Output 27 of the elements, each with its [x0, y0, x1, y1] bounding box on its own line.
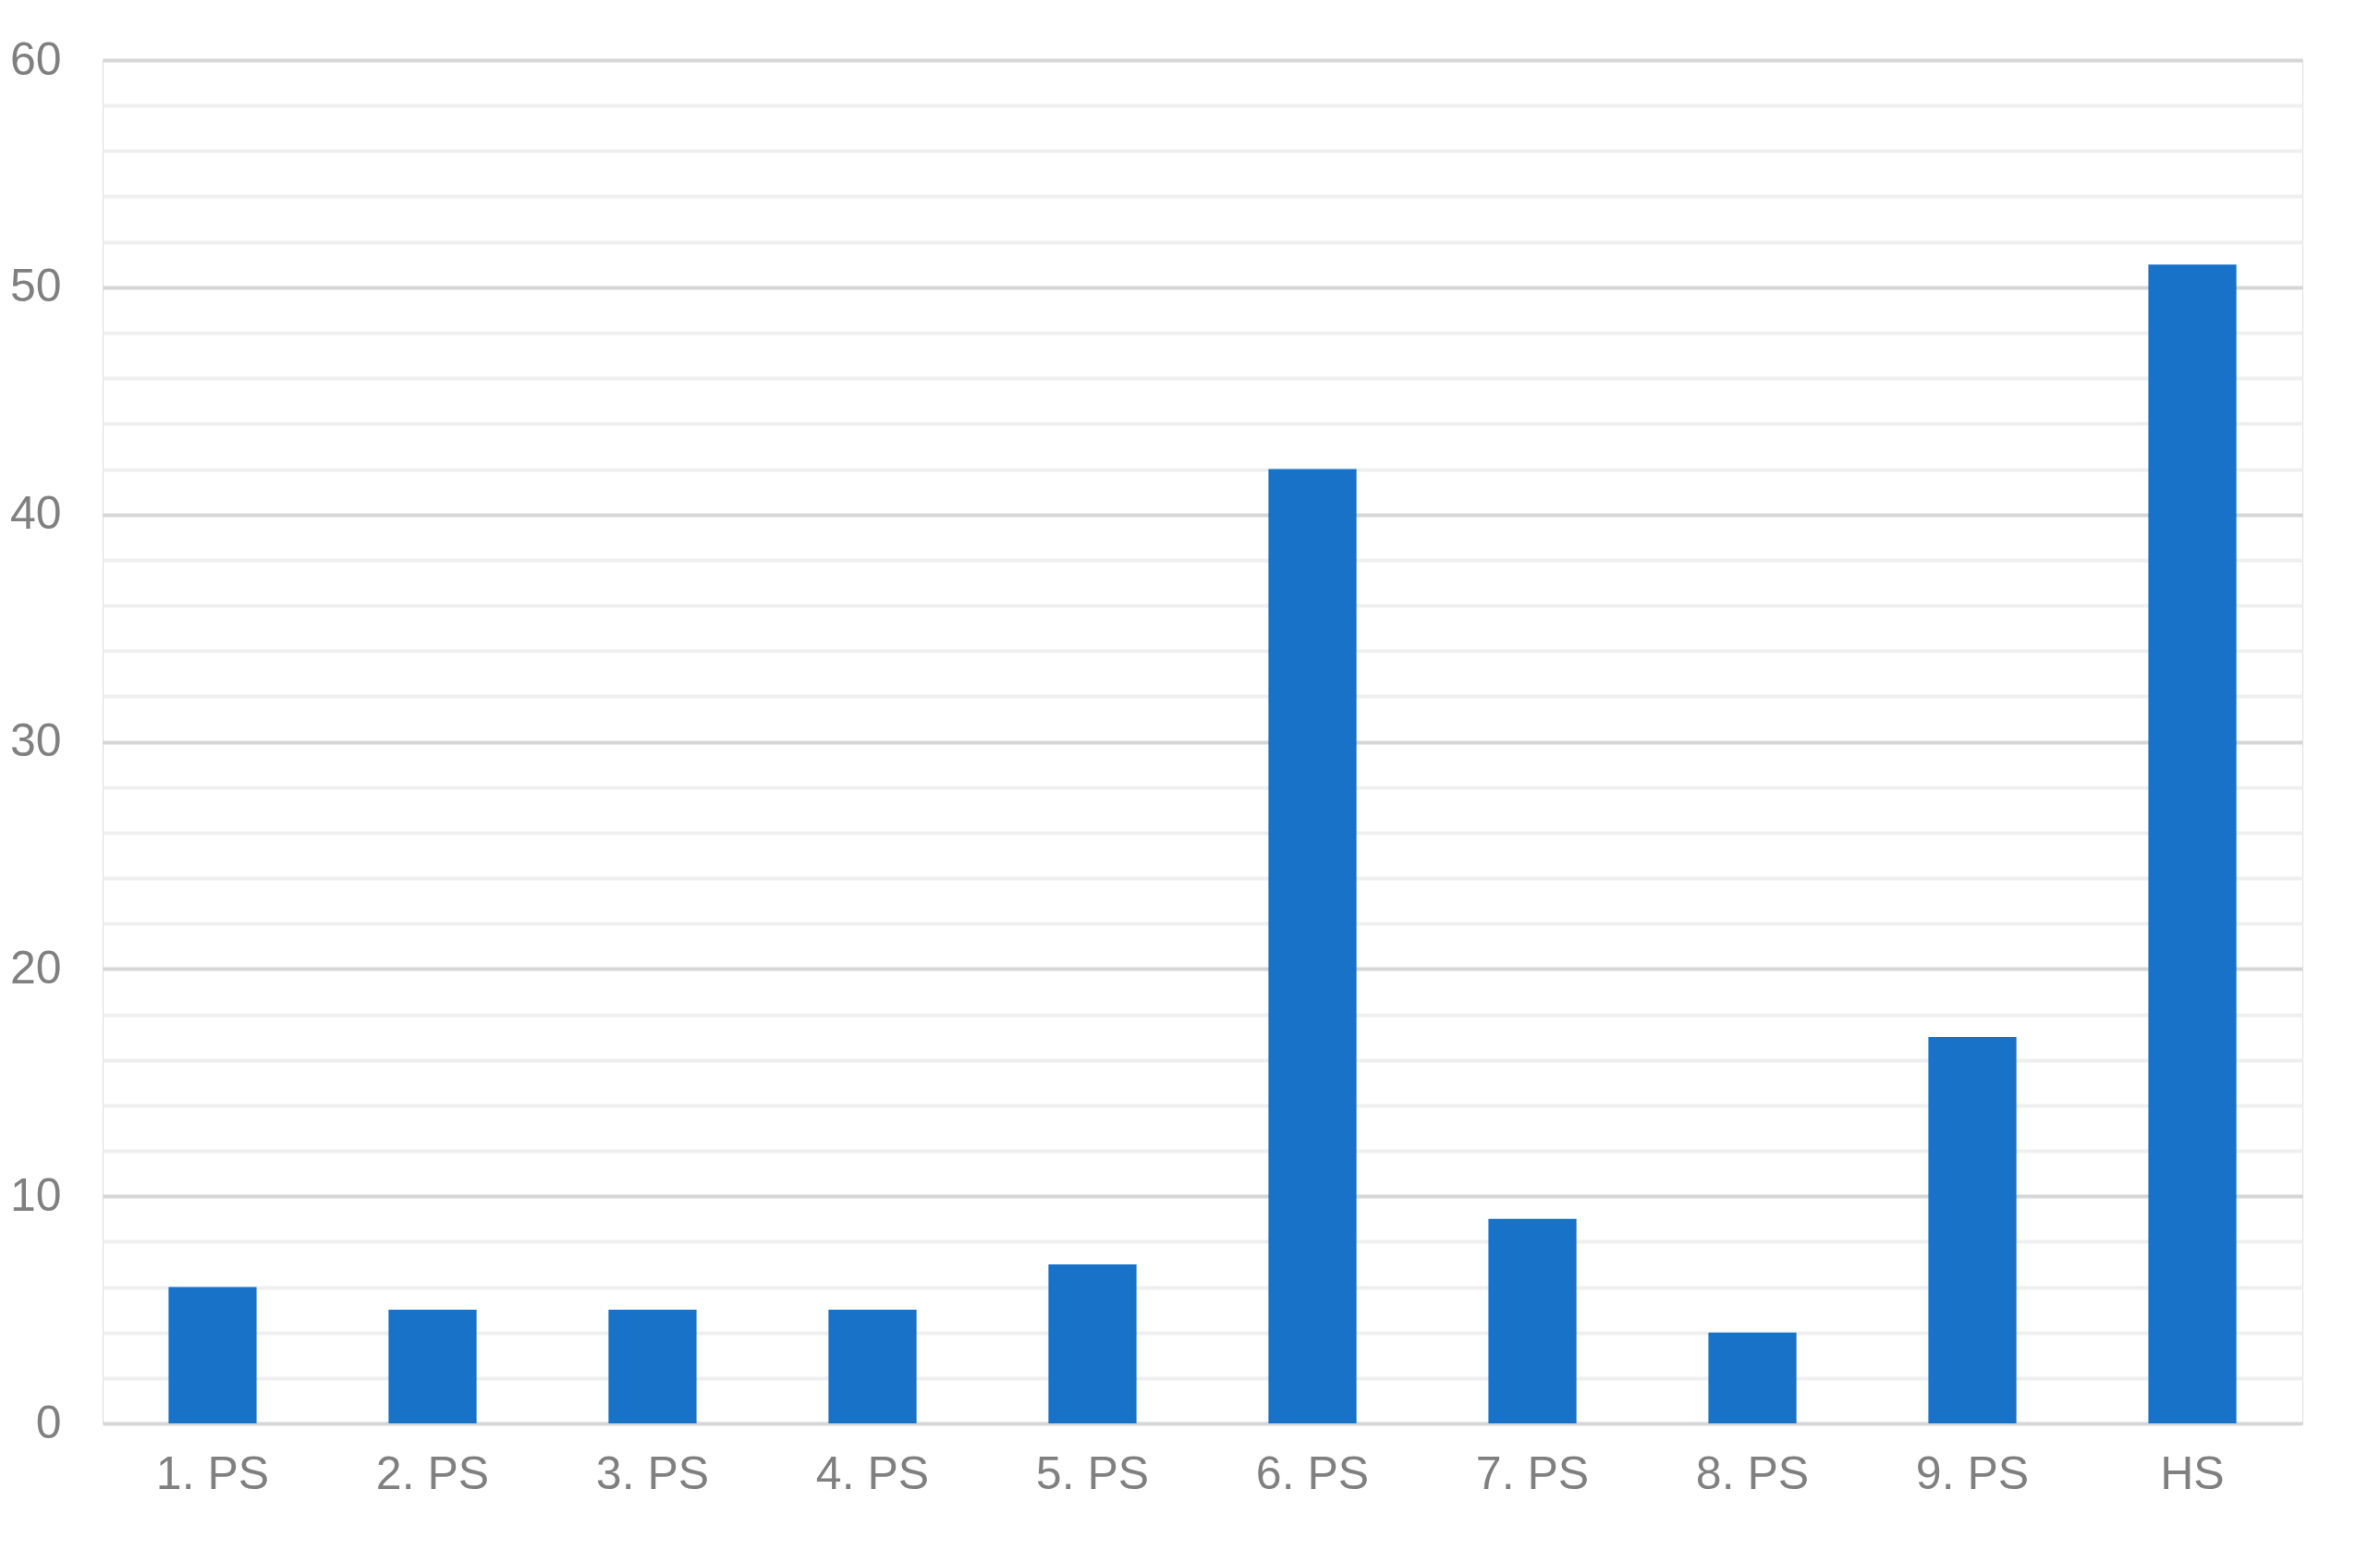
y-tick-label: 40 [9, 487, 62, 540]
x-tick-label: 7. PS [1475, 1446, 1590, 1499]
bar [608, 1310, 697, 1423]
y-tick-label: 10 [9, 1168, 62, 1221]
bar [388, 1310, 477, 1423]
bar [168, 1287, 257, 1423]
x-tick-label: 5. PS [1035, 1446, 1150, 1499]
y-tick-label: 20 [9, 941, 62, 994]
x-tick-label: 6. PS [1255, 1446, 1370, 1499]
bar [1048, 1263, 1137, 1423]
bar [1488, 1218, 1577, 1423]
bar [1268, 469, 1357, 1423]
x-tick-label: 1. PS [155, 1446, 270, 1499]
bar [1708, 1332, 1797, 1423]
x-tick-label: 2. PS [375, 1446, 490, 1499]
x-tick-label: 8. PS [1695, 1446, 1810, 1499]
y-tick-label: 0 [35, 1396, 62, 1448]
bar [1928, 1037, 2017, 1423]
x-tick-label: HS [2160, 1446, 2225, 1499]
y-tick-label: 30 [9, 714, 62, 766]
bar [2148, 264, 2237, 1423]
bar [828, 1310, 917, 1423]
y-tick-label: 50 [9, 260, 62, 312]
x-tick-label: 3. PS [595, 1446, 710, 1499]
x-tick-label: 9. PS [1915, 1446, 2030, 1499]
x-tick-label: 4. PS [815, 1446, 930, 1499]
y-tick-label: 60 [9, 32, 62, 85]
